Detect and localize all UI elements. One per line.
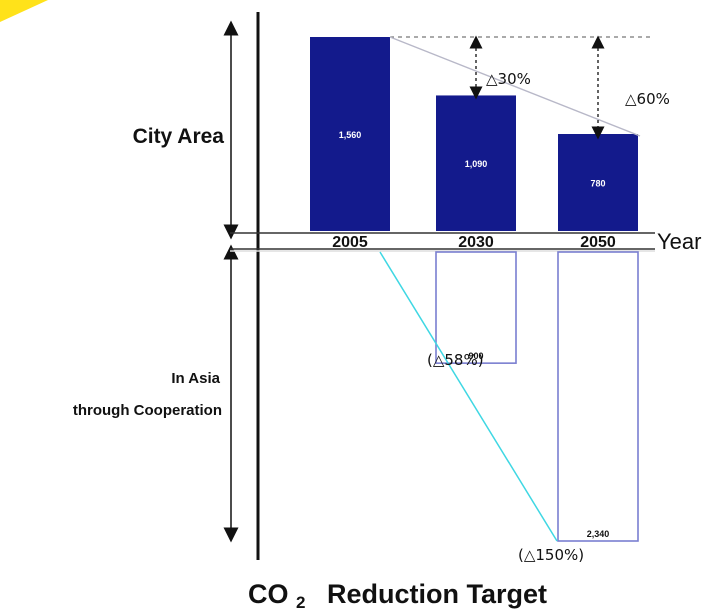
- lower-reduction-label-2030: (△58%): [427, 351, 484, 369]
- asia-cooperation-value-2050: 2,340: [587, 529, 610, 539]
- city-area-bars: 1,560 1,090 780: [310, 37, 638, 231]
- city-area-value-2030: 1,090: [465, 159, 488, 169]
- category-label-2050: 2050: [580, 234, 616, 251]
- city-area-bar-2050: [558, 134, 638, 231]
- category-label-2005: 2005: [332, 234, 368, 251]
- city-area-label: City Area: [133, 125, 225, 148]
- chart-title-rest: Reduction Target: [327, 579, 547, 609]
- cooperation-trend-line: [379, 251, 558, 542]
- reduction-label-2050: △60%: [625, 90, 670, 108]
- reduction-label-2030: △30%: [486, 70, 531, 88]
- chart-title-co: CO: [248, 579, 289, 609]
- asia-cooperation-bars: 900 2,340: [435, 251, 639, 542]
- x-axis-label: Year: [657, 229, 701, 254]
- city-area-bar-2005: [310, 37, 390, 231]
- asia-label-line2: through Cooperation: [73, 402, 222, 419]
- city-area-bar-2030: [436, 95, 516, 231]
- city-area-value-2050: 780: [590, 179, 605, 189]
- city-area-value-2005: 1,560: [339, 130, 362, 140]
- asia-cooperation-bar-2050: [557, 251, 639, 542]
- category-label-2030: 2030: [458, 234, 494, 251]
- asia-label-line1: In Asia: [171, 370, 220, 387]
- chart-title-subscript: 2: [296, 593, 305, 612]
- asia-cooperation-value-2030: 900: [468, 351, 483, 361]
- asia-cooperation-bar-2030: [435, 251, 517, 364]
- lower-reduction-label-2050: (△150%): [518, 546, 584, 564]
- yellow-corner-accent: [0, 0, 48, 22]
- chart-title: CO 2 Reduction Target: [248, 579, 547, 612]
